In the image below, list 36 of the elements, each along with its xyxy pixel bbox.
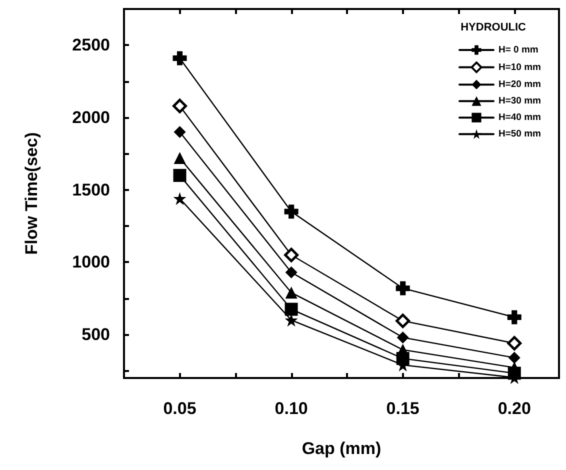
x-tick-label: 0.05 [163, 399, 196, 418]
legend-label: H= 0 mm [498, 44, 538, 56]
y-tick-label: 1000 [72, 252, 110, 272]
point [174, 152, 186, 164]
point [172, 51, 187, 66]
x-tick-label: 0.15 [386, 399, 420, 418]
point [507, 310, 522, 324]
point [284, 314, 298, 327]
legend-label: H=40 mm [498, 112, 542, 124]
point [173, 192, 186, 206]
x-axis-title: Gap (mm) [302, 439, 382, 458]
legend-label: H=20 mm [498, 79, 542, 90]
point [285, 286, 298, 299]
y-axis-title: Flow Time(sec) [22, 132, 41, 255]
point [284, 248, 299, 262]
y-tick-label: 2000 [72, 108, 110, 128]
point [396, 331, 409, 344]
point [507, 336, 522, 351]
point [396, 281, 410, 296]
point [285, 266, 298, 278]
y-tick-label: 500 [82, 325, 110, 344]
point [284, 204, 298, 219]
x-tick-label: 0.10 [274, 399, 308, 418]
legend-label: H=50 mm [498, 128, 542, 140]
point [172, 98, 188, 114]
legend-label: H=30 mm [498, 96, 542, 107]
point [174, 126, 186, 138]
y-tick-label: 1500 [72, 180, 110, 200]
legend-title: HYDROULIC [460, 22, 526, 34]
point [284, 302, 298, 316]
y-tick-label: 2500 [72, 36, 110, 55]
legend-label: H=10 mm [498, 62, 542, 73]
point [173, 168, 186, 182]
point [508, 352, 520, 364]
point [396, 314, 410, 328]
x-tick-label: 0.20 [498, 399, 531, 418]
